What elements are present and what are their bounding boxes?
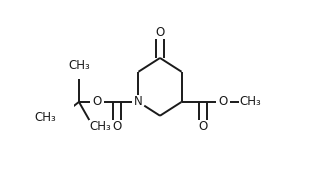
Text: O: O [156, 26, 164, 39]
Text: CH₃: CH₃ [89, 121, 111, 134]
Text: O: O [112, 121, 122, 134]
Text: CH₃: CH₃ [239, 95, 261, 108]
Text: O: O [218, 95, 228, 108]
Text: CH₃: CH₃ [35, 111, 57, 124]
Text: CH₃: CH₃ [68, 59, 90, 72]
Text: O: O [198, 121, 208, 134]
Text: O: O [92, 95, 102, 108]
Text: N: N [134, 95, 143, 108]
